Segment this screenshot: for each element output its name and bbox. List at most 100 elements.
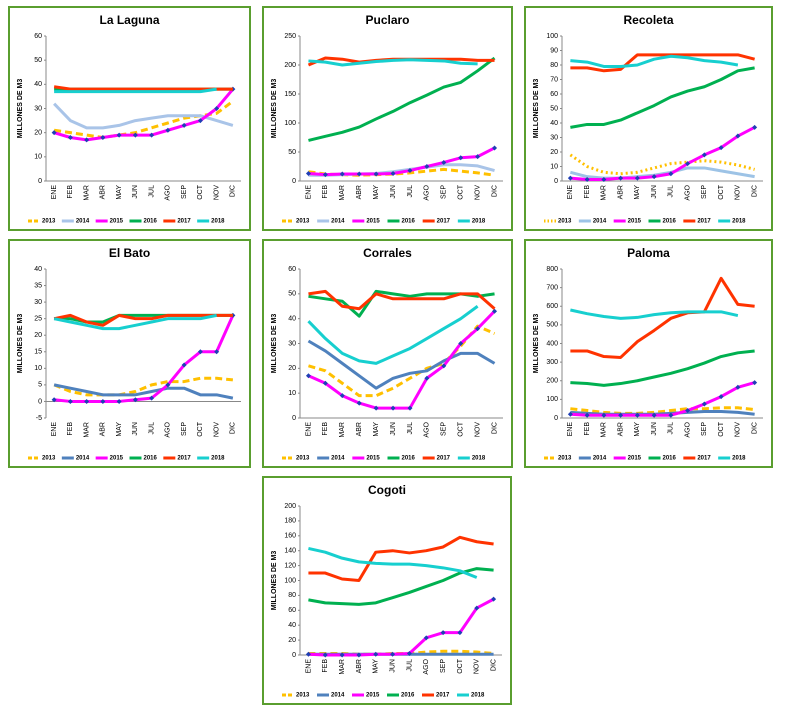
chart-title: Corrales — [363, 246, 412, 260]
y-tick-label: 200 — [546, 378, 558, 385]
x-tick-label: MAR — [339, 422, 346, 438]
point-marker — [322, 380, 328, 386]
point-marker — [423, 635, 429, 641]
panel-border — [524, 6, 773, 231]
x-tick-label: FEB — [67, 185, 74, 199]
point-marker — [685, 161, 691, 167]
point-marker — [373, 651, 379, 657]
x-tick-label: ABR — [356, 422, 363, 436]
x-tick-label: ABR — [356, 659, 363, 673]
point-marker — [214, 106, 220, 111]
legend-label: 2013 — [296, 456, 310, 462]
series-line — [570, 53, 756, 73]
chart-panel: Recoleta MILLONES DE M3 0 10 20 30 40 50 60 70 80 9… — [524, 6, 773, 231]
series-line — [570, 54, 739, 68]
y-tick-label: -5 — [36, 415, 42, 422]
y-axis-label: MILLONES DE M3 — [271, 314, 278, 374]
series-line — [53, 85, 233, 91]
y-tick-label: 200 — [284, 62, 296, 69]
chart-panel: La Laguna MILLONES DE M3 0 10 20 30 40 50 60 ENE F… — [8, 6, 251, 231]
x-tick-label: ENE — [51, 422, 58, 437]
point-marker — [474, 605, 480, 611]
point-marker — [441, 363, 447, 369]
point-marker — [305, 651, 311, 657]
legend-label: 2017 — [697, 456, 711, 462]
x-tick-label: AGO — [684, 421, 691, 437]
series-line — [570, 126, 756, 182]
point-marker — [356, 171, 362, 177]
x-tick-label: SEP — [701, 422, 708, 436]
legend-label: 2016 — [144, 456, 158, 462]
series-line — [307, 339, 496, 390]
legend-label: 2015 — [110, 219, 124, 225]
x-tick-label: SEP — [701, 185, 708, 199]
point-marker — [685, 408, 691, 414]
x-tick-label: NOV — [474, 422, 481, 438]
x-tick-label: JUL — [668, 422, 675, 435]
point-marker — [339, 171, 345, 177]
y-tick-label: 70 — [550, 76, 558, 83]
point-marker — [457, 630, 463, 636]
point-marker — [475, 154, 481, 160]
x-tick-label: ABR — [100, 185, 107, 199]
chart-panel: Puclaro MILLONES DE M3 0 50 100 150 200 250 ENE F… — [262, 6, 513, 231]
point-marker — [701, 401, 707, 407]
series-line — [570, 308, 739, 320]
legend-label: 2013 — [42, 219, 56, 225]
point-marker — [752, 124, 758, 130]
y-tick-label: 30 — [34, 105, 42, 112]
x-tick-label: OCT — [718, 421, 725, 437]
x-tick-label: AGO — [424, 421, 431, 437]
x-tick-label: NOV — [474, 659, 481, 675]
point-marker — [424, 375, 430, 381]
y-tick-label: 20 — [550, 149, 558, 156]
x-tick-label: JUL — [407, 185, 414, 198]
point-marker — [407, 405, 413, 411]
point-marker — [752, 380, 758, 386]
y-tick-label: 0 — [554, 178, 558, 185]
y-tick-label: 10 — [550, 163, 558, 170]
x-tick-label: AGO — [424, 184, 431, 200]
series-line — [53, 88, 235, 142]
y-tick-label: 10 — [34, 154, 42, 161]
point-marker — [407, 168, 413, 174]
legend-label: 2017 — [436, 693, 450, 699]
y-axis-label: MILLONES DE M3 — [271, 79, 278, 139]
y-tick-label: 120 — [284, 562, 296, 569]
legend-label: 2018 — [732, 456, 746, 462]
legend-label: 2013 — [558, 456, 572, 462]
panel-border — [262, 6, 513, 231]
point-marker — [51, 130, 57, 136]
x-tick-label: DIC — [491, 185, 498, 197]
point-marker — [356, 400, 362, 406]
point-marker — [618, 412, 624, 418]
point-marker — [100, 135, 106, 140]
panel-border — [524, 239, 773, 468]
x-tick-label: ENE — [305, 185, 312, 200]
legend-label: 2018 — [732, 219, 746, 225]
y-tick-label: 100 — [546, 33, 558, 40]
x-tick-label: DIC — [491, 422, 498, 434]
x-tick-label: SEP — [441, 422, 448, 436]
x-tick-label: AGO — [165, 421, 172, 437]
point-marker — [424, 164, 430, 169]
legend-label: 2016 — [663, 456, 677, 462]
point-marker — [116, 132, 122, 138]
x-tick-label: MAR — [601, 422, 608, 438]
x-tick-label: NOV — [474, 185, 481, 201]
y-tick-label: 0 — [292, 415, 296, 422]
chart-panel: Cogoti MILLONES DE M3 0 20 40 60 80 100 120 140 16… — [262, 476, 512, 705]
x-tick-label: SEP — [181, 185, 188, 199]
panel-border — [262, 476, 512, 705]
x-tick-label: NOV — [735, 422, 742, 438]
x-tick-label: JUN — [651, 422, 658, 436]
legend-label: 2014 — [76, 456, 90, 462]
point-marker — [51, 397, 57, 403]
point-marker — [406, 651, 412, 657]
y-tick-label: 20 — [288, 637, 296, 644]
series-line — [308, 146, 496, 177]
series-line — [54, 87, 217, 94]
y-tick-label: 30 — [288, 340, 296, 347]
x-tick-label: ENE — [567, 185, 574, 200]
point-marker — [668, 171, 674, 177]
